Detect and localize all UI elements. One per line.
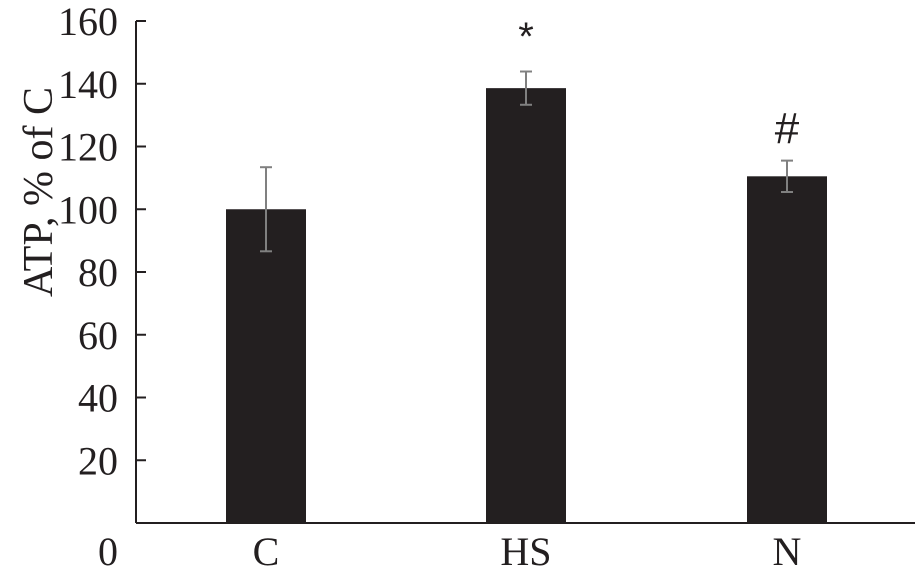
y-tick-label: 40	[78, 376, 118, 421]
error-bar	[520, 70, 532, 106]
bars: *#	[226, 15, 827, 523]
y-tick-label: 160	[58, 0, 118, 44]
bar-hs	[486, 88, 566, 523]
y-tick-label: 100	[58, 187, 118, 232]
y-tick-label: 120	[58, 125, 118, 170]
y-tick-label: 20	[78, 438, 118, 483]
significance-marker: #	[775, 104, 800, 153]
error-bar	[260, 166, 272, 253]
y-axis: 0 20 40 60 80 100 120 140 160	[58, 0, 915, 574]
y-tick-label: 60	[78, 313, 118, 358]
y-axis-label: ATP, % of C	[16, 87, 62, 297]
bar-n	[747, 176, 827, 523]
significance-marker: *	[518, 15, 534, 59]
error-bar	[781, 159, 793, 193]
x-tick-label: C	[253, 529, 280, 574]
y-tick-label: 80	[78, 250, 118, 295]
y-tick-label: 140	[58, 62, 118, 107]
bar-c	[226, 209, 306, 523]
x-tick-label: HS	[500, 529, 551, 574]
x-tick-label: N	[773, 529, 802, 574]
x-axis-labels: C HS N	[253, 529, 802, 574]
y-tick-label: 0	[98, 529, 118, 574]
